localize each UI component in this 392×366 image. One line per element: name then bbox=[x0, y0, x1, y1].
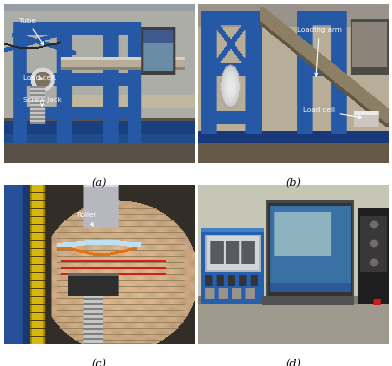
Text: (c): (c) bbox=[91, 359, 107, 366]
Text: Load cell: Load cell bbox=[23, 75, 55, 81]
Text: Roller: Roller bbox=[76, 212, 97, 226]
Text: (d): (d) bbox=[285, 359, 301, 366]
Text: Loading arm: Loading arm bbox=[297, 27, 342, 76]
Text: (b): (b) bbox=[285, 178, 301, 188]
Text: (a): (a) bbox=[91, 178, 107, 188]
Text: Load cell: Load cell bbox=[303, 107, 361, 119]
Text: Tube: Tube bbox=[19, 18, 44, 45]
Text: Screw Jack: Screw Jack bbox=[23, 97, 62, 107]
